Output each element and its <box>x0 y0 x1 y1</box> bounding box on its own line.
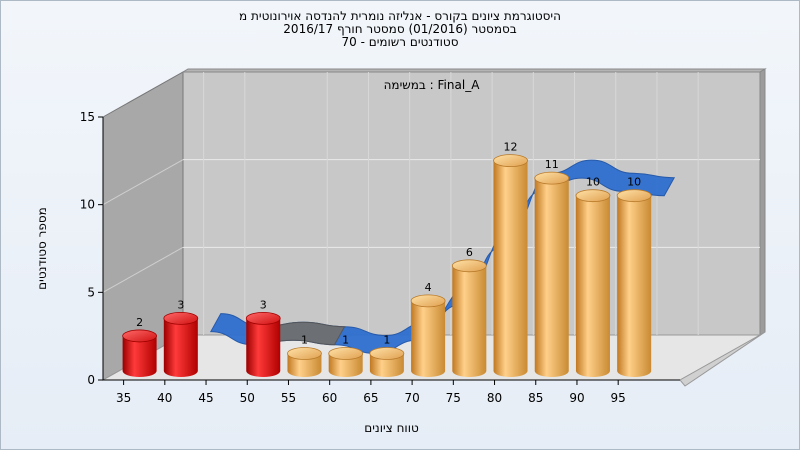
grid-line-side <box>102 246 184 293</box>
bar-value-label: 10 <box>627 176 641 189</box>
bar-body <box>287 353 322 377</box>
x-tick-label: 65 <box>363 391 378 405</box>
bar-body <box>163 318 198 377</box>
x-tick-label: 55 <box>281 391 296 405</box>
bar-top <box>534 171 570 185</box>
bar-value-label: 11 <box>545 158 559 171</box>
bar-value-label: 1 <box>383 333 390 346</box>
bar-body <box>328 353 363 377</box>
bar-value-label: 3 <box>177 298 184 311</box>
bar-70 <box>410 294 446 377</box>
plot-top-edge <box>181 68 767 73</box>
bar-top <box>493 154 528 168</box>
bar-top <box>245 311 281 325</box>
bar-value-label: 4 <box>425 281 432 294</box>
x-tick-label: 75 <box>446 391 461 405</box>
bar-body <box>452 265 487 377</box>
bar-top <box>575 189 611 203</box>
grid-line-side <box>102 159 184 206</box>
x-tick-label: 70 <box>404 391 419 405</box>
bar-65 <box>369 347 405 377</box>
bar-60 <box>328 347 364 377</box>
bar-35 <box>122 329 158 377</box>
bar-55 <box>287 347 322 377</box>
y-tick-label: 15 <box>80 110 95 124</box>
bar-top <box>287 347 322 360</box>
bar-top <box>410 294 446 308</box>
bar-80 <box>493 154 528 377</box>
x-tick-label: 35 <box>116 391 131 405</box>
y-tick-label: 5 <box>87 285 95 299</box>
x-tick-label: 85 <box>528 391 543 405</box>
bar-top <box>369 347 405 360</box>
bar-body <box>122 335 157 377</box>
y-axis-label: מספר סטודנטים <box>35 207 49 290</box>
task-annotation: במשימה : Final_A <box>384 78 481 92</box>
bar-50 <box>245 311 281 377</box>
x-tick-label: 95 <box>611 391 626 405</box>
title-line-1: היסטוגרמת ציונים בקורס - אנליזה נומרית ל… <box>239 9 561 23</box>
x-tick-label: 50 <box>240 391 255 405</box>
bar-body <box>246 318 281 377</box>
x-axis-label: טווח ציונים <box>364 421 419 435</box>
bar-value-label: 1 <box>301 333 308 346</box>
bar-value-label: 2 <box>136 316 143 329</box>
bar-body <box>617 195 652 377</box>
bar-95 <box>616 189 652 377</box>
y-tick-label: 0 <box>87 373 95 387</box>
x-tick-label: 45 <box>198 391 213 405</box>
bar-body <box>411 300 446 377</box>
x-tick-label: 60 <box>322 391 337 405</box>
bar-value-label: 10 <box>586 176 600 189</box>
chart-title: היסטוגרמת ציונים בקורס - אנליזה נומרית ל… <box>0 10 800 49</box>
plot-right-edge <box>759 68 766 336</box>
bar-body <box>534 178 569 377</box>
bar-body <box>493 160 528 377</box>
bar-body <box>575 195 610 377</box>
bar-value-label: 12 <box>504 141 518 154</box>
x-tick-label: 80 <box>487 391 502 405</box>
bar-top <box>163 311 199 325</box>
bar-top <box>122 329 158 343</box>
bar-top <box>451 259 487 273</box>
y-tick-label: 10 <box>80 198 95 212</box>
bar-value-label: 3 <box>260 298 267 311</box>
bar-90 <box>575 189 611 377</box>
bar-body <box>369 353 404 377</box>
title-line-3: סטודנטים רשומים - 70 <box>341 35 459 49</box>
title-line-2: בסמסטר (01/2016) סמסטר חורף 2016/17 <box>283 22 517 36</box>
bar-top <box>616 189 652 203</box>
x-tick-label: 40 <box>157 391 172 405</box>
x-tick-label: 90 <box>569 391 584 405</box>
bar-40 <box>163 311 199 377</box>
bar-value-label: 1 <box>342 333 349 346</box>
bar-75 <box>451 259 487 377</box>
bar-top <box>328 347 364 360</box>
bar-85 <box>534 171 570 377</box>
bar-value-label: 6 <box>466 246 473 259</box>
plot-floor-edge <box>679 331 766 387</box>
